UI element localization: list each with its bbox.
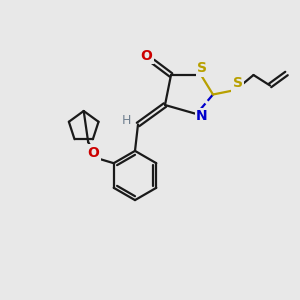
Text: O: O [140, 49, 152, 63]
Text: O: O [87, 146, 99, 160]
Text: N: N [196, 110, 208, 123]
Text: S: S [232, 76, 243, 90]
Text: S: S [197, 61, 208, 75]
Text: H: H [122, 113, 131, 127]
